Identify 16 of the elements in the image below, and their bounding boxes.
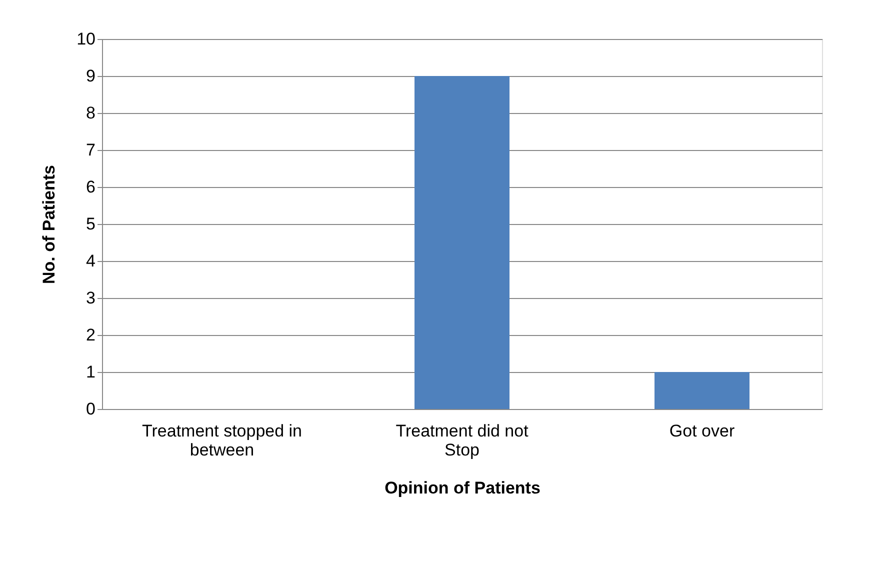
y-tick-label: 1 [86, 362, 96, 382]
y-tick-label: 8 [86, 104, 96, 122]
y-tick-label: 10 [76, 30, 96, 48]
x-tick-label: Got over [669, 422, 735, 440]
y-tick-label: 6 [86, 178, 96, 196]
y-tick-label: 0 [86, 400, 96, 418]
x-tick-label: Treatment stopped in between [142, 422, 302, 460]
y-tick-label: 2 [86, 326, 96, 344]
y-tick-label: 4 [86, 252, 96, 270]
x-tick-label: Treatment did not Stop [396, 422, 529, 460]
y-axis-title: No. of Patients [40, 164, 59, 284]
y-tick-label: 9 [86, 66, 96, 86]
y-tick-label: 7 [86, 140, 96, 160]
y-tick-label: 5 [86, 214, 96, 234]
x-axis-title: Opinion of Patients [384, 478, 540, 498]
y-tick-label: 3 [86, 288, 96, 308]
